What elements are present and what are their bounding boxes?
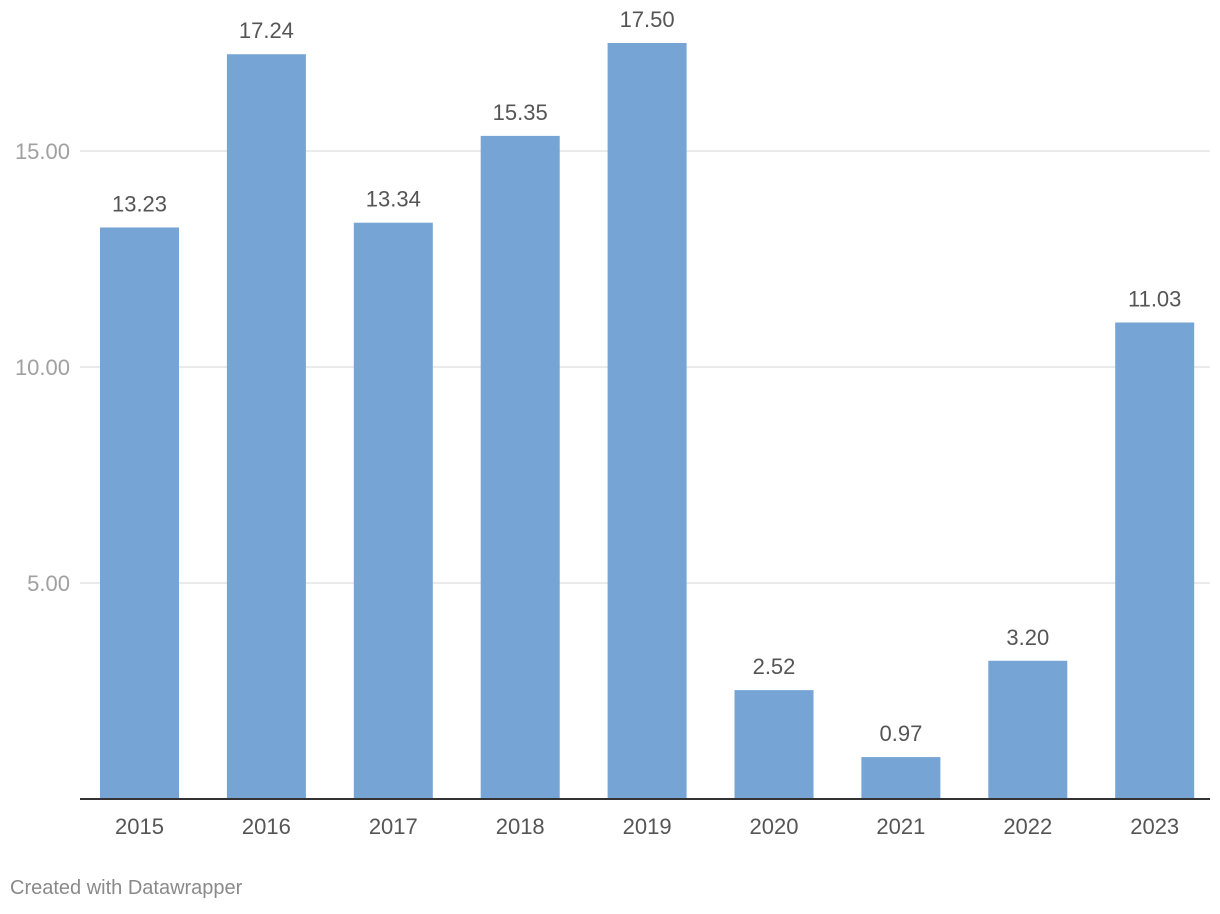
bar-value-label: 17.50 (620, 7, 675, 32)
footer-credit: Created with Datawrapper (10, 877, 243, 899)
x-axis-tick-labels: 2015 2016 2017 2018 2019 2020 2021 2022 2023 (115, 814, 1179, 839)
x-tick-label: 2015 (115, 814, 164, 839)
x-tick-label: 2020 (750, 814, 799, 839)
bar-value-label: 11.03 (1128, 287, 1181, 312)
bar-value-label: 2.52 (753, 654, 796, 679)
value-labels: 13.23 17.24 13.34 15.35 17.50 2.52 0.97 3.20 11.… (112, 7, 1181, 746)
bar (1115, 322, 1195, 799)
x-tick-label: 2021 (876, 814, 925, 839)
bar-value-label: 0.97 (879, 721, 922, 746)
bar (734, 690, 814, 799)
bar (100, 227, 179, 800)
x-tick-label: 2023 (1130, 814, 1179, 839)
bar-value-label: 13.34 (366, 187, 421, 212)
x-tick-label: 2016 (242, 814, 291, 839)
x-tick-label: 2019 (623, 814, 672, 839)
x-tick-label: 2017 (369, 814, 418, 839)
bar-value-label: 17.24 (239, 18, 294, 43)
bar (226, 54, 306, 800)
x-tick-label: 2022 (1003, 814, 1052, 839)
bar-value-label: 3.20 (1006, 625, 1049, 650)
bar (861, 757, 941, 799)
bar (353, 222, 433, 799)
y-tick-label: 5.00 (27, 571, 70, 596)
bar (480, 135, 560, 799)
bar-value-label: 15.35 (493, 100, 548, 125)
bar (607, 43, 687, 799)
y-tick-label: 10.00 (15, 355, 70, 380)
x-tick-label: 2018 (496, 814, 545, 839)
bar (988, 660, 1068, 799)
bar-value-label: 13.23 (112, 191, 167, 216)
y-tick-label: 15.00 (15, 139, 70, 164)
bars (100, 43, 1195, 800)
